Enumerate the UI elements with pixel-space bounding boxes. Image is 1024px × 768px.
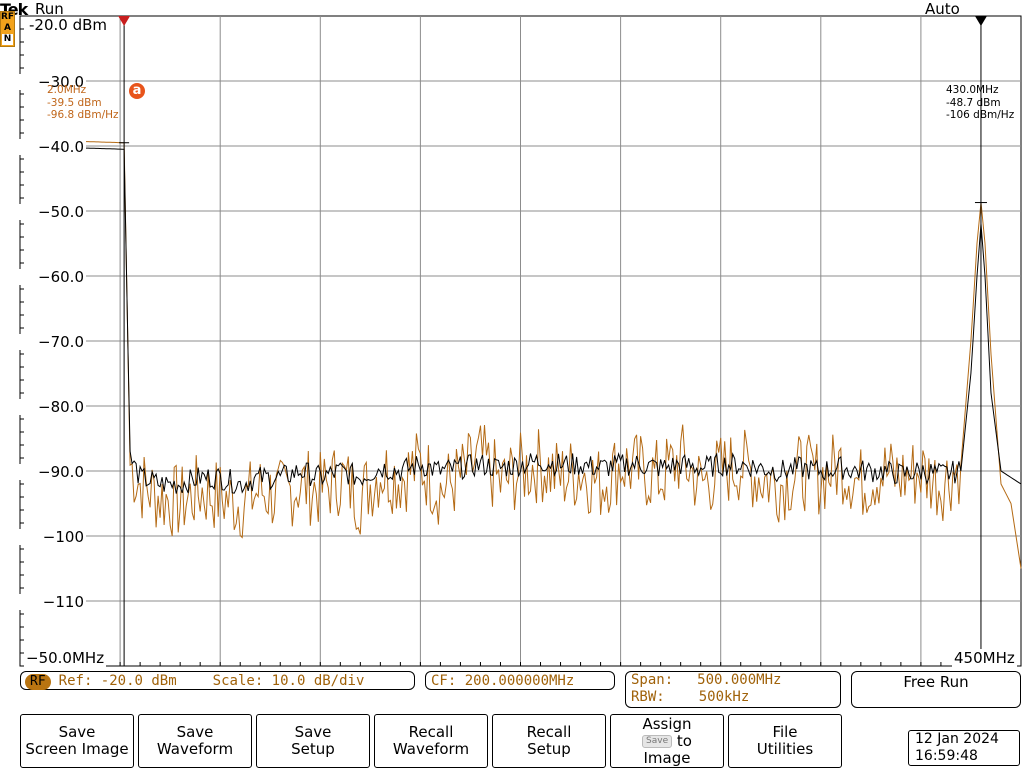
softkey-line2: Setup	[527, 740, 571, 758]
marker-b-density: -106 dBm/Hz	[946, 109, 1015, 121]
y-label-6: −80.0	[0, 399, 86, 415]
span-value: 500.000MHz	[697, 672, 782, 688]
ref-text: Ref: -20.0 dBm	[58, 673, 177, 689]
softkey-line2: Waveform	[392, 740, 470, 758]
traces	[19, 139, 1022, 569]
recall-setup-button[interactable]: Recall Setup	[492, 714, 606, 768]
softkey-line2: Utilities	[756, 740, 814, 758]
marker-a-triangle	[118, 16, 131, 26]
softkey-line2: Image	[643, 748, 691, 767]
rbw-label: RBW:	[631, 689, 665, 705]
y-label-7: −90.0	[0, 464, 86, 480]
ref-level-label: -20.0 dBm	[26, 17, 111, 33]
y-label-5: −70.0	[0, 334, 86, 350]
assign-save-button[interactable]: Assign Save to Image	[610, 714, 724, 768]
marker-a-amplitude: -39.5 dBm	[47, 96, 102, 109]
trace-normal	[19, 145, 1022, 494]
softkey-line1: Save	[294, 723, 332, 741]
span-rbw-box[interactable]: Span: 500.000MHz RBW: 500kHz	[625, 671, 841, 708]
spectrum-display	[19, 15, 1022, 667]
save-screen-image-button[interactable]: Save Screen Image	[20, 714, 134, 768]
marker-b-readout: 430.0MHz -48.7 dBm -106 dBm/Hz	[946, 84, 1014, 122]
center-freq-box[interactable]: CF: 200.000000MHz	[425, 671, 615, 690]
softkey-line1: Recall	[408, 723, 454, 741]
rf-badge: RF	[25, 674, 51, 690]
rbw-value: 500kHz	[698, 689, 750, 705]
softkey-line1: Assign	[642, 714, 692, 733]
run-state: Run	[35, 0, 64, 18]
file-utilities-button[interactable]: File Utilities	[728, 714, 842, 768]
stop-freq-label: 450MHz	[952, 649, 1017, 667]
badge-n: N	[2, 34, 13, 45]
marker-a-density: -96.8 dBm/Hz	[47, 109, 119, 121]
marker-b-amplitude: -48.7 dBm	[946, 96, 1001, 109]
softkey-line2: Waveform	[156, 740, 234, 758]
recall-waveform-button[interactable]: Recall Waveform	[374, 714, 488, 768]
softkey-to: to	[676, 731, 692, 750]
y-label-9: −110	[0, 594, 86, 610]
marker-b-freq: 430.0MHz	[946, 84, 999, 96]
trigger-state-box[interactable]: Free Run	[851, 671, 1021, 708]
trigger-mode: Auto	[925, 0, 960, 18]
trace-max-hold	[19, 139, 1022, 569]
softkey-line1: Save	[176, 723, 214, 741]
scale-text: Scale: 10.0 dB/div	[212, 673, 365, 689]
datetime-display: 12 Jan 2024 16:59:48	[908, 730, 1020, 766]
ref-scale-box[interactable]: RF Ref: -20.0 dBm Scale: 10.0 dB/div	[20, 671, 415, 690]
cf-text: CF: 200.000000MHz	[431, 673, 575, 689]
y-label-2: −40.0	[0, 139, 86, 155]
softkey-line1: Save	[58, 723, 96, 741]
start-freq-label: −50.0MHz	[24, 649, 107, 667]
marker-lines	[118, 16, 987, 666]
save-waveform-button[interactable]: Save Waveform	[138, 714, 252, 768]
save-setup-button[interactable]: Save Setup	[256, 714, 370, 768]
span-label: Span:	[631, 672, 674, 688]
softkey-line2: Screen Image	[25, 740, 129, 758]
channel-badge: RF A N	[0, 11, 15, 47]
softkey-line1: Recall	[526, 723, 572, 741]
graticule	[19, 15, 1022, 667]
badge-rf: RF	[1, 12, 15, 22]
marker-a-icon[interactable]: a	[129, 83, 145, 99]
date-text: 12 Jan 2024	[915, 731, 999, 747]
marker-a-readout: 2.0MHz -39.5 dBm -96.8 dBm/Hz	[47, 84, 119, 122]
y-label-3: −50.0	[0, 204, 86, 220]
save-chip: Save	[642, 734, 673, 748]
y-label-4: −60.0	[0, 269, 86, 285]
marker-a-freq: 2.0MHz	[47, 84, 87, 96]
badge-a: A	[4, 23, 11, 33]
trigger-state: Free Run	[903, 673, 969, 691]
marker-b-triangle	[974, 16, 987, 26]
softkey-line2: Setup	[291, 740, 335, 758]
y-label-8: −100	[0, 529, 86, 545]
softkey-line1: File	[772, 723, 798, 741]
time-text: 16:59:48	[915, 748, 978, 764]
y-label-1: −30.0	[0, 74, 86, 90]
